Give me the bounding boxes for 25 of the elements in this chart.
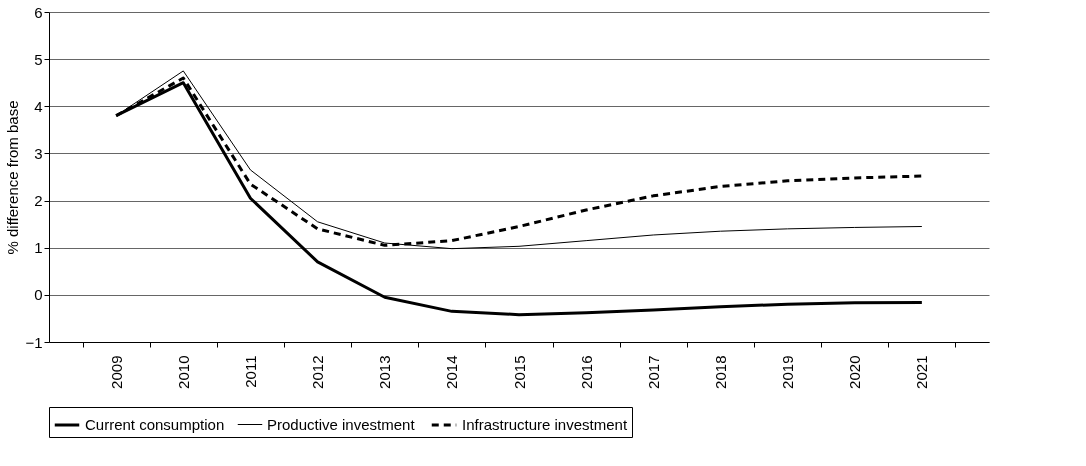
x-tick-label: 2017 <box>644 355 662 389</box>
x-tick-label: 2016 <box>577 355 595 389</box>
x-tick-label: 2011 <box>241 355 259 388</box>
legend-label: Infrastructure investment <box>462 416 628 433</box>
y-axis-title: % difference from base <box>4 100 22 255</box>
x-tick-label: 2009 <box>107 355 125 389</box>
y-tick-label: 5 <box>34 50 43 68</box>
y-tick-label: 0 <box>34 286 43 304</box>
y-tick-label: 1 <box>34 239 43 257</box>
y-tick-label: 2 <box>34 192 43 210</box>
x-tick-label: 2020 <box>846 355 864 389</box>
y-tick-label: 4 <box>34 97 43 115</box>
y-tick-label: 3 <box>34 144 43 162</box>
legend-label: Productive investment <box>267 415 416 433</box>
x-tick-label: 2014 <box>443 355 461 389</box>
x-tick-label: 2021 <box>913 355 931 389</box>
x-tick-label: 2013 <box>376 355 394 389</box>
x-tick-label: 2010 <box>174 355 192 389</box>
legend-label: Current consumption <box>85 416 225 433</box>
x-tick-label: 2012 <box>309 355 327 389</box>
y-tick-label: −1 <box>25 333 43 351</box>
x-tick-label: 2019 <box>779 355 797 389</box>
x-tick-label: 2018 <box>711 355 729 389</box>
y-tick-label: 6 <box>34 3 43 21</box>
x-tick-label: 2015 <box>510 355 528 389</box>
